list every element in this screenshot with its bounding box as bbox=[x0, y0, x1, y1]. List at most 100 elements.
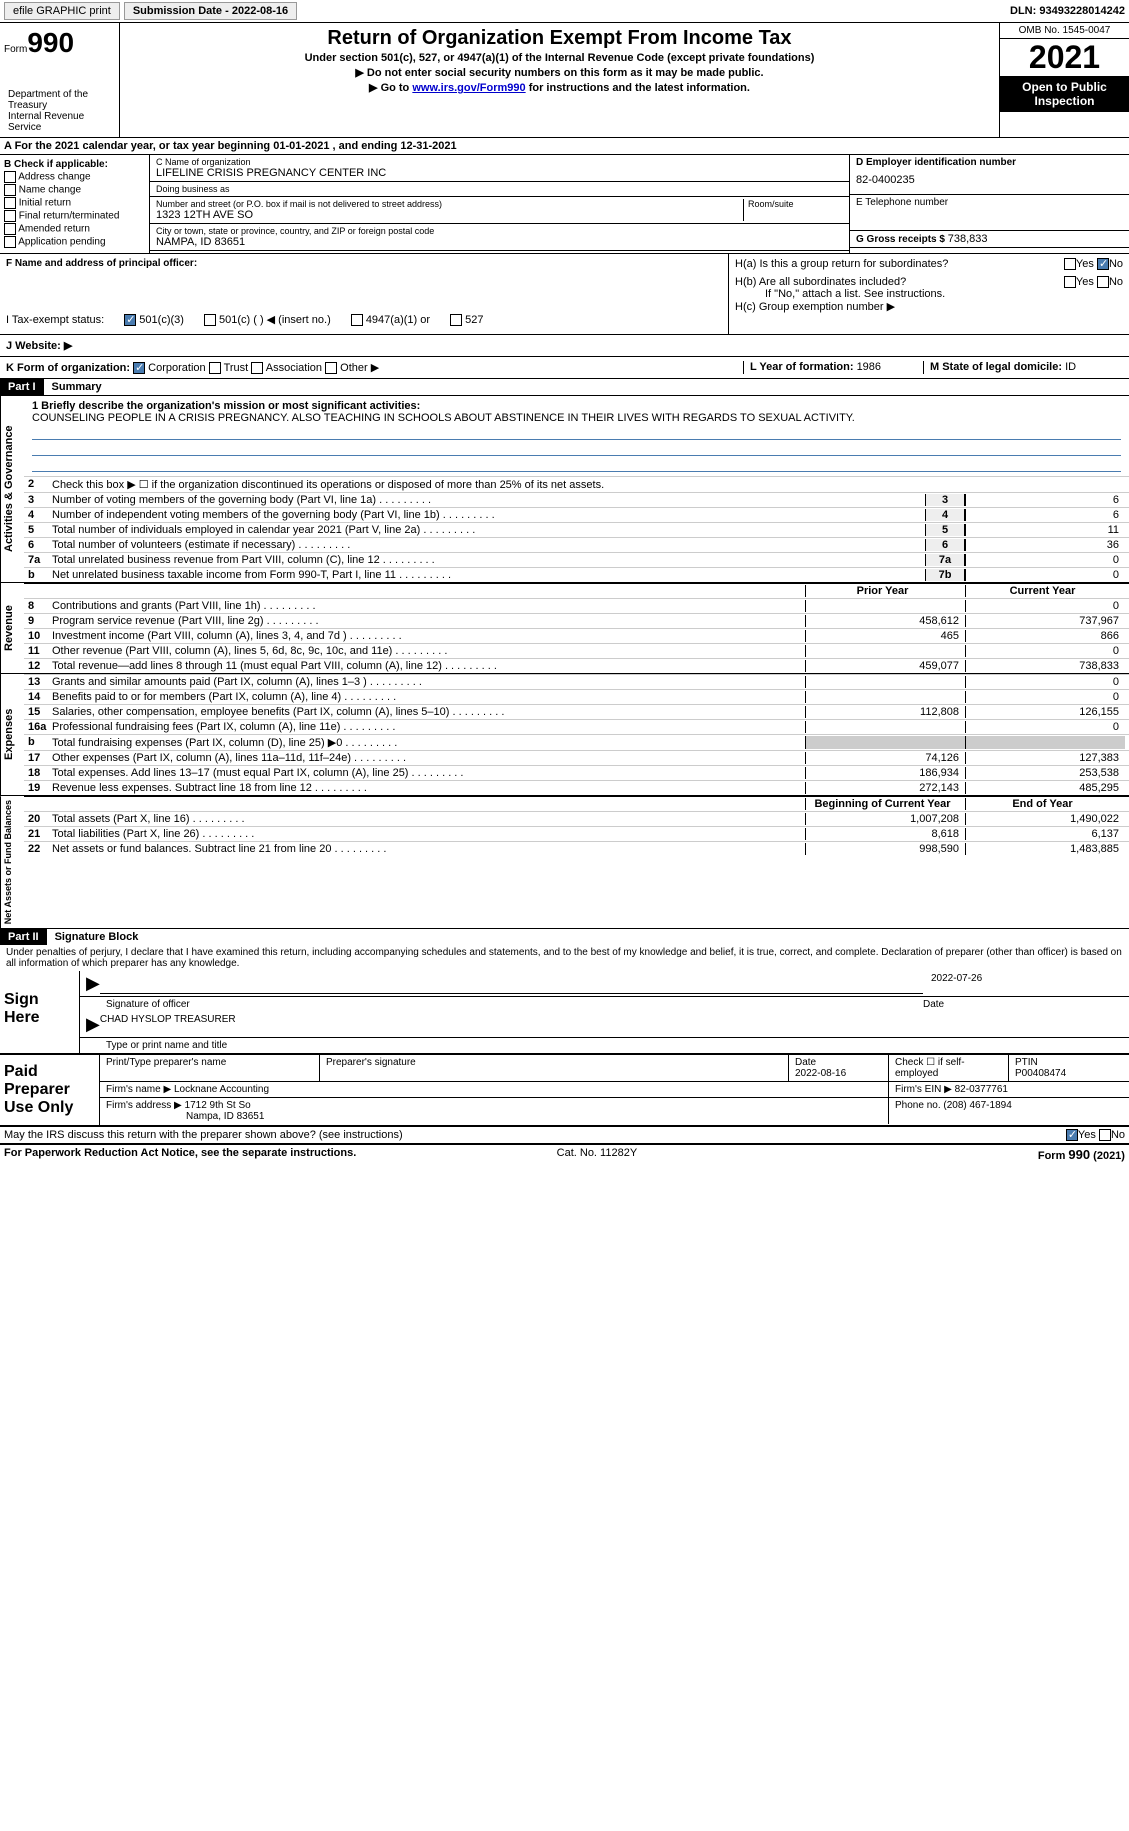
paid-preparer-block: Paid Preparer Use Only Print/Type prepar… bbox=[0, 1053, 1129, 1127]
row-j-website: J Website: ▶ bbox=[0, 334, 1129, 356]
vert-expenses: Expenses bbox=[0, 674, 24, 795]
footer: For Paperwork Reduction Act Notice, see … bbox=[0, 1145, 1129, 1164]
may-irs-yes[interactable] bbox=[1066, 1129, 1078, 1141]
prep-date: Date2022-08-16 bbox=[789, 1055, 889, 1081]
rev-line-9: 9Program service revenue (Part VIII, lin… bbox=[24, 613, 1129, 628]
exp-line-15: 15Salaries, other compensation, employee… bbox=[24, 704, 1129, 719]
gov-line-4: 4Number of independent voting members of… bbox=[24, 507, 1129, 522]
chk-amended-return[interactable]: Amended return bbox=[4, 223, 145, 235]
box-city: City or town, state or province, country… bbox=[150, 224, 849, 251]
box-c-name: C Name of organization LIFELINE CRISIS P… bbox=[150, 155, 849, 182]
exp-line-16a: 16aProfessional fundraising fees (Part I… bbox=[24, 719, 1129, 734]
open-inspection: Open to Public Inspection bbox=[1000, 76, 1129, 112]
i-label: I Tax-exempt status: bbox=[6, 314, 104, 326]
hc-row: H(c) Group exemption number ▶ bbox=[735, 300, 1123, 313]
chk-trust[interactable]: Trust bbox=[209, 362, 249, 374]
summary-revenue: Revenue Prior Year Current Year 8Contrib… bbox=[0, 582, 1129, 673]
tax-year: 2021 bbox=[1000, 39, 1129, 76]
summary-governance: Activities & Governance 1 Briefly descri… bbox=[0, 395, 1129, 582]
f-label: F Name and address of principal officer: bbox=[6, 258, 722, 269]
prep-ptin: PTINP00408474 bbox=[1009, 1055, 1129, 1081]
top-bar: efile GRAPHIC print Submission Date - 20… bbox=[0, 0, 1129, 22]
part-2-header: Part II Signature Block bbox=[0, 928, 1129, 945]
firm-name: Firm's name ▶ Locknane Accounting bbox=[100, 1082, 889, 1097]
exp-line-17: 17Other expenses (Part IX, column (A), l… bbox=[24, 750, 1129, 765]
summary-net-assets: Net Assets or Fund Balances Beginning of… bbox=[0, 795, 1129, 928]
exp-line-b: bTotal fundraising expenses (Part IX, co… bbox=[24, 734, 1129, 750]
chk-501c[interactable]: 501(c) ( ) ◀ (insert no.) bbox=[204, 313, 331, 326]
prep-self-employed: Check ☐ if self-employed bbox=[889, 1055, 1009, 1081]
gov-line-6: 6Total number of volunteers (estimate if… bbox=[24, 537, 1129, 552]
ssn-note: ▶ Do not enter social security numbers o… bbox=[128, 66, 991, 79]
box-d-ein: D Employer identification number 82-0400… bbox=[850, 155, 1129, 195]
na-line-20: 20Total assets (Part X, line 16) 1,007,2… bbox=[24, 811, 1129, 826]
current-year-header: Current Year bbox=[965, 585, 1125, 597]
row-a-tax-year: A For the 2021 calendar year, or tax yea… bbox=[0, 137, 1129, 154]
part-1-header: Part I Summary bbox=[0, 378, 1129, 395]
gov-line-7a: 7aTotal unrelated business revenue from … bbox=[24, 552, 1129, 567]
row-k: K Form of organization: Corporation Trus… bbox=[0, 356, 1129, 378]
may-irs-row: May the IRS discuss this return with the… bbox=[0, 1127, 1129, 1143]
prep-sig-label: Preparer's signature bbox=[320, 1055, 789, 1081]
prior-year-header: Prior Year bbox=[805, 585, 965, 597]
vert-revenue: Revenue bbox=[0, 583, 24, 673]
chk-other[interactable]: Other ▶ bbox=[325, 362, 379, 374]
form-header: Form990 Department of the Treasury Inter… bbox=[0, 23, 1129, 137]
boc-header: Beginning of Current Year bbox=[805, 798, 965, 810]
chk-address-change[interactable]: Address change bbox=[4, 171, 145, 183]
box-dba: Doing business as bbox=[150, 182, 849, 197]
exp-line-14: 14Benefits paid to or for members (Part … bbox=[24, 689, 1129, 704]
b-label: B Check if applicable: bbox=[4, 159, 145, 170]
firm-ein: Firm's EIN ▶ 82-0377761 bbox=[889, 1082, 1129, 1097]
chk-501c3[interactable]: 501(c)(3) bbox=[124, 314, 184, 326]
vert-governance: Activities & Governance bbox=[0, 396, 24, 582]
gov-line-5: 5Total number of individuals employed in… bbox=[24, 522, 1129, 537]
hb-note: If "No," attach a list. See instructions… bbox=[735, 288, 1123, 300]
firm-phone: Phone no. (208) 467-1894 bbox=[889, 1098, 1129, 1124]
exp-line-18: 18Total expenses. Add lines 13–17 (must … bbox=[24, 765, 1129, 780]
form-title: Return of Organization Exempt From Incom… bbox=[128, 27, 991, 50]
chk-corp[interactable]: Corporation bbox=[133, 362, 206, 374]
omb-number: OMB No. 1545-0047 bbox=[1000, 23, 1129, 39]
paid-prep-label: Paid Preparer Use Only bbox=[0, 1055, 100, 1125]
m-state: M State of legal domicile: ID bbox=[923, 361, 1123, 374]
sign-here-label: Sign Here bbox=[0, 971, 80, 1053]
ha-row: H(a) Is this a group return for subordin… bbox=[735, 258, 1123, 270]
na-line-22: 22Net assets or fund balances. Subtract … bbox=[24, 841, 1129, 856]
efile-button[interactable]: efile GRAPHIC print bbox=[4, 2, 120, 20]
irs-label: Internal Revenue Service bbox=[4, 111, 115, 133]
exp-line-13: 13Grants and similar amounts paid (Part … bbox=[24, 674, 1129, 689]
chk-final-return[interactable]: Final return/terminated bbox=[4, 210, 145, 222]
chk-4947[interactable]: 4947(a)(1) or bbox=[351, 314, 430, 326]
gov-line-b: bNet unrelated business taxable income f… bbox=[24, 567, 1129, 582]
chk-name-change[interactable]: Name change bbox=[4, 184, 145, 196]
rev-line-8: 8Contributions and grants (Part VIII, li… bbox=[24, 598, 1129, 613]
gov-line-3: 3Number of voting members of the governi… bbox=[24, 492, 1129, 507]
exp-line-19: 19Revenue less expenses. Subtract line 1… bbox=[24, 780, 1129, 795]
dept-treasury: Department of the Treasury bbox=[4, 89, 115, 111]
chk-527[interactable]: 527 bbox=[450, 314, 483, 326]
form-subtitle: Under section 501(c), 527, or 4947(a)(1)… bbox=[128, 52, 991, 64]
submission-date-button[interactable]: Submission Date - 2022-08-16 bbox=[124, 2, 297, 20]
form-label: Form bbox=[4, 44, 27, 55]
na-line-21: 21Total liabilities (Part X, line 26) 8,… bbox=[24, 826, 1129, 841]
hb-row: H(b) Are all subordinates included? Yes … bbox=[735, 276, 1123, 288]
chk-app-pending[interactable]: Application pending bbox=[4, 236, 145, 248]
irs-link[interactable]: www.irs.gov/Form990 bbox=[412, 82, 525, 94]
sign-here-block: Sign Here ▶ 2022-07-26 Signature of offi… bbox=[0, 971, 1129, 1053]
chk-assoc[interactable]: Association bbox=[251, 362, 322, 374]
rev-line-12: 12Total revenue—add lines 8 through 11 (… bbox=[24, 658, 1129, 673]
declaration: Under penalties of perjury, I declare th… bbox=[0, 945, 1129, 971]
firm-address: Firm's address ▶ 1712 9th St So Nampa, I… bbox=[100, 1098, 889, 1124]
eoy-header: End of Year bbox=[965, 798, 1125, 810]
row-fh: F Name and address of principal officer:… bbox=[0, 253, 1129, 334]
summary-expenses: Expenses 13Grants and similar amounts pa… bbox=[0, 673, 1129, 795]
l-year-formation: L Year of formation: 1986 bbox=[743, 361, 923, 374]
rev-line-10: 10Investment income (Part VIII, column (… bbox=[24, 628, 1129, 643]
line-2: 2Check this box ▶ ☐ if the organization … bbox=[24, 476, 1129, 492]
section-b: B Check if applicable: Address change Na… bbox=[0, 154, 1129, 253]
chk-initial-return[interactable]: Initial return bbox=[4, 197, 145, 209]
may-irs-no[interactable] bbox=[1099, 1129, 1111, 1141]
box-e-phone: E Telephone number bbox=[850, 195, 1129, 231]
line-1-mission: 1 Briefly describe the organization's mi… bbox=[24, 396, 1129, 476]
